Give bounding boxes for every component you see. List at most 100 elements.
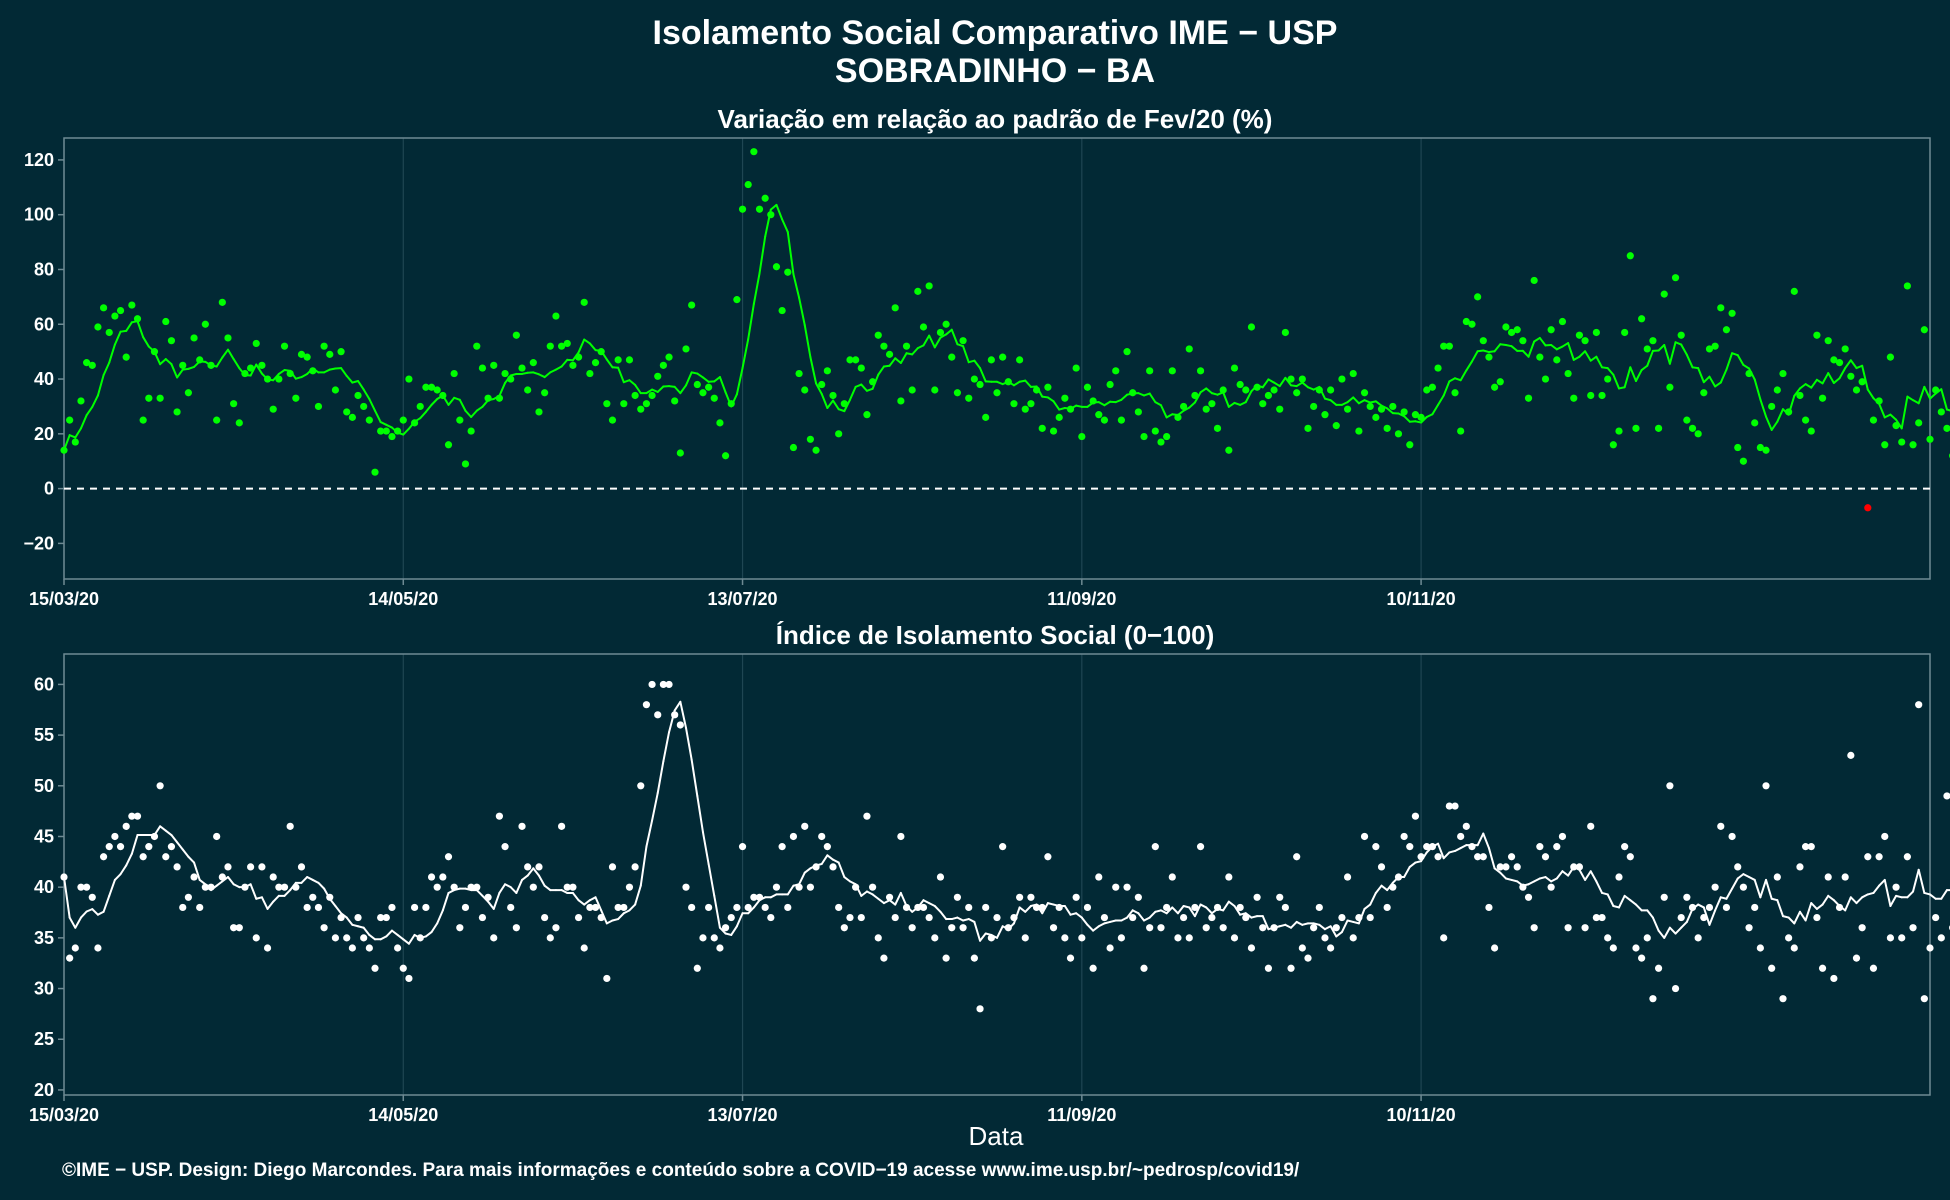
moving-average-segment <box>311 878 320 884</box>
moving-average-segment <box>1425 413 1434 418</box>
data-point <box>247 364 255 372</box>
data-point <box>1338 375 1346 383</box>
data-point <box>1134 408 1142 416</box>
moving-average-segment <box>1680 920 1688 929</box>
data-point <box>1858 924 1866 932</box>
data-point <box>631 391 639 400</box>
data-point <box>987 356 995 364</box>
data-point <box>699 934 707 942</box>
data-point <box>654 372 662 380</box>
data-point <box>1762 782 1770 790</box>
data-point <box>99 853 108 861</box>
moving-average-segment <box>996 925 1004 939</box>
moving-average-segment <box>651 792 659 822</box>
moving-average-segment <box>1199 903 1208 909</box>
data-point <box>1824 337 1832 345</box>
moving-average-segment <box>215 356 224 368</box>
data-point <box>1643 934 1651 942</box>
data-point <box>801 386 809 394</box>
moving-average-segment <box>1323 925 1332 931</box>
data-point <box>976 380 984 389</box>
moving-average-segment <box>68 434 77 439</box>
data-point <box>1768 402 1776 411</box>
moving-average-segment <box>113 873 122 881</box>
y-tick-label: 30 <box>34 979 54 999</box>
moving-average-segment <box>939 910 948 921</box>
moving-average-segment <box>526 867 535 877</box>
data-point <box>524 863 532 871</box>
data-point <box>1004 924 1012 932</box>
data-point <box>1751 903 1759 912</box>
moving-average-segment <box>1612 373 1620 390</box>
moving-average-segment <box>136 320 145 339</box>
x-axis: 15/03/20 14/05/20 13/07/20 11/09/20 10/11/20 <box>29 579 1456 609</box>
data-point <box>620 903 628 912</box>
data-point <box>1587 822 1595 830</box>
data-point <box>874 934 882 942</box>
data-point <box>275 375 283 383</box>
data-point <box>784 268 792 276</box>
moving-average-segment <box>1646 349 1654 367</box>
data-point <box>1835 903 1844 912</box>
data-point <box>1259 924 1267 932</box>
data-point <box>761 903 769 912</box>
data-point <box>1502 863 1510 871</box>
data-point <box>1598 391 1606 400</box>
moving-average-segment <box>1487 847 1496 870</box>
index-panel: 20 25 30 35 40 45 50 55 60 15/03/20 14/05/20 13/07/… <box>29 653 1950 1125</box>
moving-average-segment <box>1063 905 1072 916</box>
data-point <box>1485 353 1493 361</box>
data-point <box>1852 386 1861 394</box>
data-point <box>880 954 888 962</box>
data-point <box>1010 400 1018 408</box>
moving-average-segment <box>334 905 343 915</box>
data-point <box>1106 380 1114 389</box>
data-point <box>1683 416 1691 424</box>
moving-average-segment <box>1606 367 1615 376</box>
data-point <box>840 924 848 932</box>
moving-average-segment <box>1357 399 1366 405</box>
moving-average-segment <box>1222 900 1230 912</box>
moving-average-segment <box>464 409 473 418</box>
data-point <box>1428 383 1436 391</box>
moving-average-segment <box>588 342 597 352</box>
data-point <box>1796 391 1804 400</box>
moving-average-segment <box>1906 890 1915 899</box>
moving-average-segment <box>713 894 721 929</box>
data-point <box>1609 441 1617 449</box>
moving-average-segment <box>1097 922 1106 928</box>
data-point <box>354 913 362 922</box>
data-point <box>603 974 611 983</box>
moving-average-segment <box>1538 336 1547 347</box>
data-point <box>806 435 815 443</box>
data-point <box>1117 934 1125 942</box>
data-point <box>591 903 600 912</box>
data-point <box>1886 934 1895 942</box>
moving-average-segment <box>1533 336 1541 343</box>
data-point <box>450 883 458 891</box>
moving-average-segment <box>1929 392 1937 400</box>
moving-average-segment <box>1657 929 1666 939</box>
data-point <box>852 883 860 891</box>
data-point <box>1609 944 1617 952</box>
data-point <box>269 873 277 881</box>
data-point <box>812 446 820 454</box>
moving-average-segment <box>1307 386 1315 391</box>
data-point <box>1163 432 1171 441</box>
data-point <box>410 419 419 427</box>
moving-average-segment <box>979 367 987 383</box>
data-point <box>241 369 249 378</box>
data-point <box>1434 853 1442 861</box>
data-point <box>269 405 277 413</box>
data-point <box>1847 751 1855 759</box>
moving-average-segment <box>1753 378 1762 401</box>
data-point <box>1547 326 1555 334</box>
data-point <box>230 924 238 932</box>
data-point <box>456 924 464 932</box>
data-point <box>263 375 272 383</box>
moving-average-segment <box>1188 401 1196 409</box>
data-point <box>1411 812 1420 820</box>
moving-average-segment <box>939 333 948 339</box>
data-point <box>597 913 605 922</box>
